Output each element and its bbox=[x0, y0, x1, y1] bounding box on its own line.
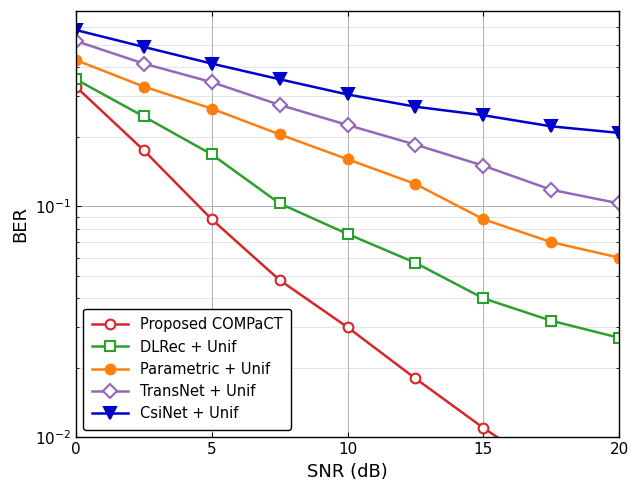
Proposed COMPaCT bbox=[208, 216, 216, 222]
DLRec + Unif bbox=[479, 295, 487, 301]
X-axis label: SNR (dB): SNR (dB) bbox=[307, 463, 388, 481]
TransNet + Unif bbox=[616, 200, 623, 206]
Parametric + Unif bbox=[344, 156, 351, 162]
CsiNet + Unif bbox=[547, 123, 555, 129]
Parametric + Unif bbox=[547, 239, 555, 245]
DLRec + Unif bbox=[72, 76, 79, 82]
DLRec + Unif bbox=[412, 260, 419, 266]
CsiNet + Unif bbox=[72, 27, 79, 33]
Parametric + Unif bbox=[276, 131, 284, 137]
CsiNet + Unif bbox=[344, 92, 351, 97]
Proposed COMPaCT bbox=[72, 84, 79, 90]
Parametric + Unif bbox=[208, 106, 216, 112]
TransNet + Unif bbox=[276, 102, 284, 108]
CsiNet + Unif bbox=[616, 130, 623, 136]
CsiNet + Unif bbox=[412, 104, 419, 110]
DLRec + Unif bbox=[140, 114, 148, 120]
Line: CsiNet + Unif: CsiNet + Unif bbox=[70, 25, 625, 138]
CsiNet + Unif bbox=[479, 112, 487, 118]
Parametric + Unif bbox=[72, 57, 79, 63]
Parametric + Unif bbox=[140, 84, 148, 90]
Proposed COMPaCT bbox=[547, 470, 555, 476]
Parametric + Unif bbox=[479, 216, 487, 222]
Proposed COMPaCT bbox=[276, 277, 284, 283]
Parametric + Unif bbox=[412, 181, 419, 187]
TransNet + Unif bbox=[72, 38, 79, 44]
DLRec + Unif bbox=[344, 231, 351, 237]
TransNet + Unif bbox=[344, 122, 351, 128]
Proposed COMPaCT bbox=[344, 324, 351, 330]
Line: Parametric + Unif: Parametric + Unif bbox=[71, 55, 624, 263]
TransNet + Unif bbox=[479, 163, 487, 169]
TransNet + Unif bbox=[412, 142, 419, 148]
Y-axis label: BER: BER bbox=[11, 206, 29, 242]
TransNet + Unif bbox=[140, 61, 148, 66]
Proposed COMPaCT bbox=[412, 375, 419, 381]
TransNet + Unif bbox=[208, 79, 216, 85]
CsiNet + Unif bbox=[208, 61, 216, 66]
Proposed COMPaCT bbox=[140, 147, 148, 153]
DLRec + Unif bbox=[616, 335, 623, 341]
Line: DLRec + Unif: DLRec + Unif bbox=[71, 74, 624, 342]
TransNet + Unif bbox=[547, 187, 555, 193]
DLRec + Unif bbox=[276, 200, 284, 206]
Parametric + Unif bbox=[616, 255, 623, 261]
DLRec + Unif bbox=[208, 152, 216, 157]
Line: Proposed COMPaCT: Proposed COMPaCT bbox=[71, 82, 624, 492]
Line: TransNet + Unif: TransNet + Unif bbox=[71, 36, 624, 208]
CsiNet + Unif bbox=[276, 76, 284, 82]
CsiNet + Unif bbox=[140, 44, 148, 50]
Legend: Proposed COMPaCT, DLRec + Unif, Parametric + Unif, TransNet + Unif, CsiNet + Uni: Proposed COMPaCT, DLRec + Unif, Parametr… bbox=[83, 308, 291, 430]
DLRec + Unif bbox=[547, 318, 555, 324]
Proposed COMPaCT bbox=[479, 425, 487, 431]
